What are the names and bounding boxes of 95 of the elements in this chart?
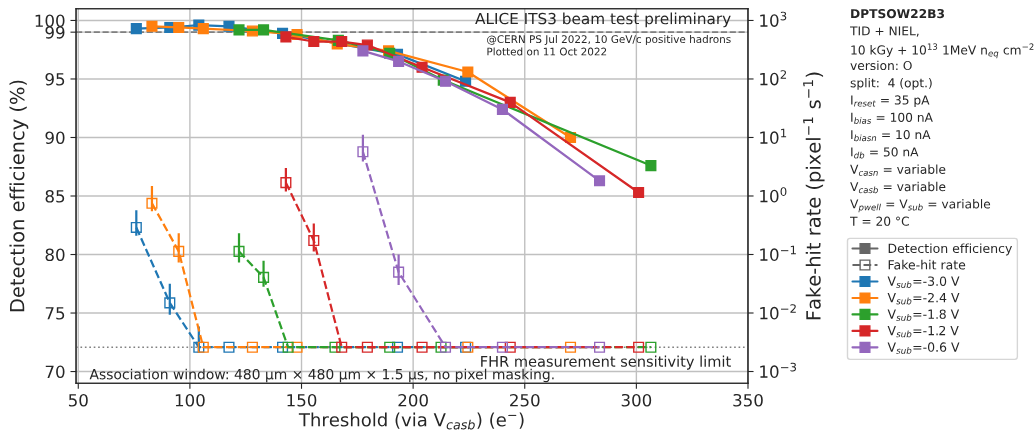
text: I$_{db}$ = 50 nA bbox=[851, 147, 919, 159]
point bbox=[130, 221, 142, 233]
text: I$_{reset}$ = 35 pA bbox=[851, 95, 930, 107]
ref-line-label: FHR measurement sensitivity limit bbox=[481, 355, 731, 370]
point bbox=[439, 341, 452, 353]
point bbox=[593, 341, 606, 353]
text: V$_{casb}$ = variable bbox=[850, 181, 946, 194]
point bbox=[435, 341, 447, 353]
y2-tick-label: 10$^{−3}$ bbox=[760, 362, 797, 378]
x-tick-label: 150 bbox=[287, 393, 317, 407]
y-tick-label: 90 bbox=[45, 131, 65, 145]
y2-tick-label: 10$^{−1}$ bbox=[760, 245, 796, 261]
point bbox=[384, 341, 396, 353]
legend-label: V$_{sub}$=-1.8 V bbox=[887, 309, 960, 321]
point bbox=[233, 245, 245, 257]
x-tick-label: 200 bbox=[398, 393, 428, 407]
point bbox=[246, 341, 258, 353]
point bbox=[308, 35, 320, 48]
chart-title: ALICE ITS3 beam test preliminary bbox=[475, 12, 731, 28]
text: DPTSOW22B3 bbox=[851, 8, 945, 19]
point bbox=[291, 341, 303, 353]
legend-label: V$_{sub}$=-2.4 V bbox=[887, 292, 960, 305]
point bbox=[336, 35, 348, 48]
point bbox=[173, 21, 185, 34]
point bbox=[645, 160, 657, 172]
legend-label: Detection efficiency bbox=[888, 243, 1012, 256]
point bbox=[361, 341, 373, 353]
text: I$_{biasn}$ = 10 nA bbox=[851, 129, 931, 142]
point bbox=[282, 341, 294, 353]
y2-tick-label: 10$^{−2}$ bbox=[760, 304, 796, 320]
text: I$_{bias}$ = 100 nA bbox=[851, 112, 933, 124]
point bbox=[633, 186, 645, 199]
point bbox=[197, 23, 209, 35]
annotation: Association window: 480 µm × 480 µm × 1.5 µs, no pixel masking. bbox=[89, 368, 554, 383]
y-axis-title: Detection efficiency (%) bbox=[9, 80, 29, 312]
point bbox=[391, 341, 404, 353]
x-tick-label: 50 bbox=[68, 393, 88, 407]
point bbox=[645, 341, 657, 353]
point bbox=[564, 341, 577, 353]
text: @CERN PS Jul 2022, 10 GeV/c positive hadrons Plotted on 11 Oct 2022 bbox=[487, 34, 731, 56]
point bbox=[357, 146, 369, 158]
text: V$_{pwell}$ = V$_{sub}$ = variable bbox=[850, 199, 991, 213]
text: version: O bbox=[850, 60, 912, 71]
point bbox=[393, 55, 405, 67]
y-tick-label: 85 bbox=[45, 189, 65, 203]
y2-tick-label: 10$^{1}$ bbox=[760, 128, 787, 144]
y2-axis-title: Fake-hit rate (pixel$^{−1}$ s$^{−1}$) bbox=[803, 72, 825, 320]
point bbox=[173, 245, 185, 257]
x-tick-label: 350 bbox=[733, 393, 763, 407]
point bbox=[258, 24, 270, 36]
y-tick-label: 100 bbox=[35, 14, 65, 28]
text: split: 4 (opt.) bbox=[850, 77, 932, 90]
point bbox=[280, 31, 292, 43]
x-tick-label: 100 bbox=[175, 393, 205, 407]
y2-tick-label: 10$^{3}$ bbox=[760, 11, 787, 27]
legend-label: V$_{sub}$=-0.6 V bbox=[887, 342, 960, 354]
point bbox=[357, 45, 369, 57]
point bbox=[504, 341, 516, 353]
x-tick-label: 300 bbox=[621, 393, 652, 407]
point bbox=[308, 235, 320, 247]
y2-tick-label: 10$^{2}$ bbox=[760, 70, 787, 86]
text: TID + NIEL, bbox=[850, 26, 919, 37]
point bbox=[336, 341, 348, 353]
y-tick-label: 99 bbox=[45, 26, 65, 39]
text: T = 20 °C bbox=[850, 216, 909, 226]
point bbox=[593, 175, 606, 187]
point bbox=[197, 341, 209, 353]
point bbox=[233, 24, 245, 36]
point bbox=[416, 341, 428, 353]
text: 10 kGy + 10$^{13}$ 1MeV n$_{eq}$ cm$^{−2}$ bbox=[851, 43, 1034, 59]
y-tick-label: 70 bbox=[45, 365, 65, 379]
point bbox=[496, 341, 508, 353]
legend-label: V$_{sub}$=-3.0 V bbox=[887, 276, 960, 288]
y2-tick-label: 10$^{0}$ bbox=[760, 187, 787, 203]
point bbox=[146, 197, 158, 209]
point bbox=[329, 341, 341, 353]
point bbox=[146, 20, 158, 32]
text: V$_{casn}$ = variable bbox=[850, 164, 946, 176]
point bbox=[130, 23, 142, 35]
y-tick-label: 80 bbox=[45, 248, 65, 262]
point bbox=[280, 177, 292, 189]
point bbox=[193, 341, 205, 353]
point bbox=[462, 66, 474, 78]
point bbox=[496, 103, 508, 115]
point bbox=[258, 271, 270, 283]
y-tick-label: 95 bbox=[45, 72, 65, 86]
point bbox=[393, 266, 405, 278]
point bbox=[223, 341, 235, 353]
point bbox=[164, 297, 176, 309]
point bbox=[633, 341, 645, 353]
legend-label: Fake-hit rate bbox=[888, 259, 966, 270]
x-axis-title: Threshold (via V$_{casb}$) (e$^{−}$) bbox=[298, 412, 524, 430]
y-tick-label: 75 bbox=[45, 307, 65, 320]
x-tick-label: 250 bbox=[510, 393, 540, 407]
legend-label: V$_{sub}$=-1.2 V bbox=[887, 325, 959, 338]
